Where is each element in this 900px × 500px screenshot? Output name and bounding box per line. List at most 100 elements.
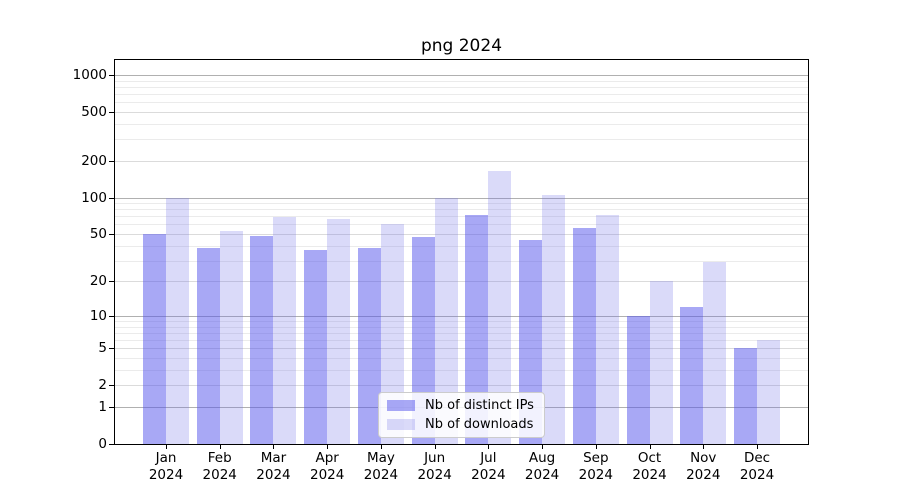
bar-downloads-feb <box>219 230 243 444</box>
minor-gridline <box>115 260 808 262</box>
bar-downloads-jan <box>166 197 189 444</box>
x-tick-label: Feb 2024 <box>185 450 255 483</box>
y-tick-label: 5 <box>98 340 107 357</box>
y-tick-mark <box>109 444 115 445</box>
x-tick-label: Aug 2024 <box>507 450 577 483</box>
gridline <box>115 160 808 162</box>
y-tick-mark <box>109 406 115 408</box>
x-tick-month: Nov <box>690 450 717 466</box>
x-tick-year: 2024 <box>524 466 560 483</box>
minor-gridline <box>115 86 808 88</box>
legend: Nb of distinct IPs Nb of downloads <box>378 392 545 438</box>
minor-gridline <box>115 94 808 96</box>
x-tick-year: 2024 <box>632 466 667 483</box>
major-gridline <box>115 197 808 199</box>
bar-distinct-ips-may <box>357 248 381 444</box>
x-tick-month: Aug <box>528 450 556 466</box>
bar-distinct-ips-apr <box>304 249 328 444</box>
y-tick-label: 100 <box>81 189 107 206</box>
bar-downloads-nov <box>703 262 727 444</box>
x-tick-month: Feb <box>207 450 232 466</box>
x-tick-year: 2024 <box>309 466 345 483</box>
x-tick-label: Jul 2024 <box>453 450 523 483</box>
y-tick-mark <box>109 348 115 350</box>
minor-gridline <box>115 332 808 334</box>
major-gridline <box>115 315 808 317</box>
gridline <box>115 281 808 283</box>
legend-swatch-distinct-ips <box>387 400 415 411</box>
y-tick-label: 200 <box>81 152 107 169</box>
legend-item-downloads: Nb of downloads <box>387 417 536 432</box>
minor-gridline <box>115 216 808 218</box>
minor-gridline <box>115 245 808 247</box>
bar-distinct-ips-dec <box>734 348 757 444</box>
y-tick-mark <box>109 315 115 317</box>
x-tick-mark <box>166 444 167 449</box>
y-tick-mark <box>109 233 115 235</box>
minor-gridline <box>115 369 808 371</box>
x-tick-mark <box>380 444 382 449</box>
bar-downloads-dec <box>757 340 780 444</box>
legend-label-downloads: Nb of downloads <box>425 417 534 432</box>
minor-gridline <box>115 340 808 342</box>
x-tick-label: Dec 2024 <box>722 450 792 483</box>
y-tick-label: 20 <box>89 273 107 290</box>
bar-downloads-sep <box>595 214 619 444</box>
bar-distinct-ips-oct <box>626 315 650 444</box>
y-tick-mark <box>109 75 115 76</box>
bar-downloads-may <box>380 223 404 444</box>
legend-item-distinct-ips: Nb of distinct IPs <box>387 398 536 413</box>
x-tick-label: Jun 2024 <box>400 450 470 483</box>
minor-gridline <box>115 358 808 360</box>
bar-distinct-ips-nov <box>680 307 704 444</box>
x-tick-year: 2024 <box>471 466 506 483</box>
minor-gridline <box>115 209 808 211</box>
x-tick-month: Apr <box>315 450 339 466</box>
x-tick-year: 2024 <box>256 466 291 483</box>
y-tick-mark <box>109 197 115 199</box>
bar-downloads-apr <box>327 219 351 444</box>
plot-area <box>114 59 809 445</box>
x-tick-year: 2024 <box>578 466 613 483</box>
minor-gridline <box>115 203 808 205</box>
major-gridline <box>115 75 808 76</box>
legend-label-distinct-ips: Nb of distinct IPs <box>425 398 534 413</box>
x-tick-month: Oct <box>637 450 662 466</box>
minor-gridline <box>115 326 808 328</box>
minor-gridline <box>115 80 808 82</box>
y-tick-label: 0 <box>98 436 107 452</box>
x-tick-month: Sep <box>583 450 609 466</box>
y-tick-label: 1000 <box>72 67 107 83</box>
y-tick-mark <box>109 385 115 387</box>
x-tick-label: Oct 2024 <box>615 450 685 483</box>
bar-downloads-jun <box>434 197 458 444</box>
x-tick-mark <box>757 444 758 449</box>
x-tick-label: May 2024 <box>346 450 416 483</box>
minor-gridline <box>115 321 808 323</box>
x-tick-year: 2024 <box>417 466 452 483</box>
x-tick-mark <box>649 444 651 449</box>
minor-gridline <box>115 102 808 104</box>
x-tick-mark <box>327 444 329 449</box>
y-tick-mark <box>109 281 115 283</box>
legend-swatch-downloads <box>387 419 415 430</box>
x-tick-year: 2024 <box>686 466 721 483</box>
y-tick-mark <box>109 160 115 162</box>
x-tick-month: Mar <box>260 450 287 466</box>
x-tick-mark <box>703 444 705 449</box>
chart-title: png 2024 <box>420 36 503 56</box>
bar-distinct-ips-sep <box>572 228 596 444</box>
y-tick-label: 2 <box>98 377 107 394</box>
x-tick-mark <box>219 444 221 449</box>
x-tick-label: Apr 2024 <box>292 450 362 483</box>
x-tick-year: 2024 <box>363 466 399 483</box>
x-tick-label: Nov 2024 <box>668 450 738 483</box>
x-tick-mark <box>595 444 597 449</box>
x-tick-label: Mar 2024 <box>238 450 308 483</box>
bar-distinct-ips-jul <box>465 214 489 444</box>
x-tick-label: Jan 2024 <box>131 450 201 483</box>
x-tick-mark <box>542 444 544 449</box>
x-tick-mark <box>434 444 436 449</box>
gridline <box>115 233 808 235</box>
